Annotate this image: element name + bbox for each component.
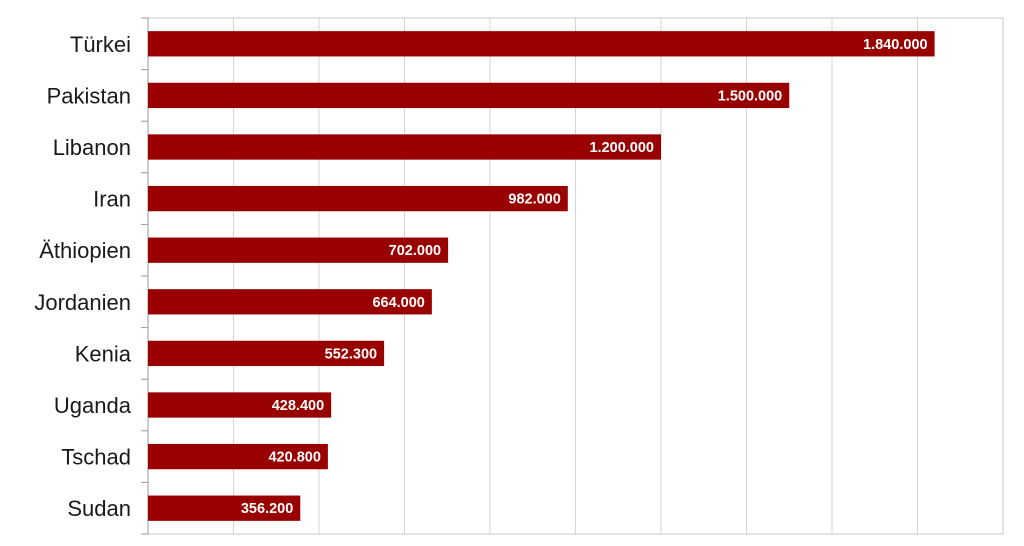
bar: [148, 185, 568, 212]
category-label: Uganda: [54, 393, 132, 418]
category-label: Libanon: [53, 135, 131, 160]
value-label: 1.200.000: [589, 140, 654, 156]
bar: [148, 289, 432, 315]
value-label: 552.300: [325, 346, 377, 362]
category-label: Jordanien: [34, 290, 131, 315]
category-labels: Türkei Pakistan Libanon Iran Äthiopien Jordan…: [34, 32, 131, 521]
bars: [148, 31, 935, 521]
bar: [148, 443, 328, 470]
value-label: 420.800: [268, 450, 320, 466]
bar: [148, 82, 790, 109]
bar: [148, 495, 301, 521]
bar: [148, 134, 661, 160]
category-label: Tschad: [61, 445, 131, 470]
category-label: Sudan: [67, 496, 131, 521]
value-label: 702.000: [389, 243, 441, 259]
bar: [148, 237, 449, 263]
category-ticks: [141, 17, 148, 535]
value-label: 1.840.000: [863, 37, 928, 53]
value-label: 428.400: [272, 398, 324, 414]
category-label: Äthiopien: [39, 238, 131, 263]
bar: [148, 392, 332, 418]
category-label: Türkei: [70, 32, 131, 57]
value-label: 982.000: [508, 192, 560, 208]
value-label: 1.500.000: [718, 88, 783, 104]
value-label: 664.000: [372, 295, 424, 311]
value-label: 356.200: [241, 501, 293, 517]
data-labels: 1.840.000 1.500.000 1.200.000 982.000 702.00…: [241, 37, 928, 517]
bar: [148, 340, 385, 367]
category-label: Iran: [93, 187, 131, 212]
category-label: Pakistan: [47, 83, 131, 108]
category-label: Kenia: [75, 341, 132, 366]
bar: [148, 31, 935, 57]
